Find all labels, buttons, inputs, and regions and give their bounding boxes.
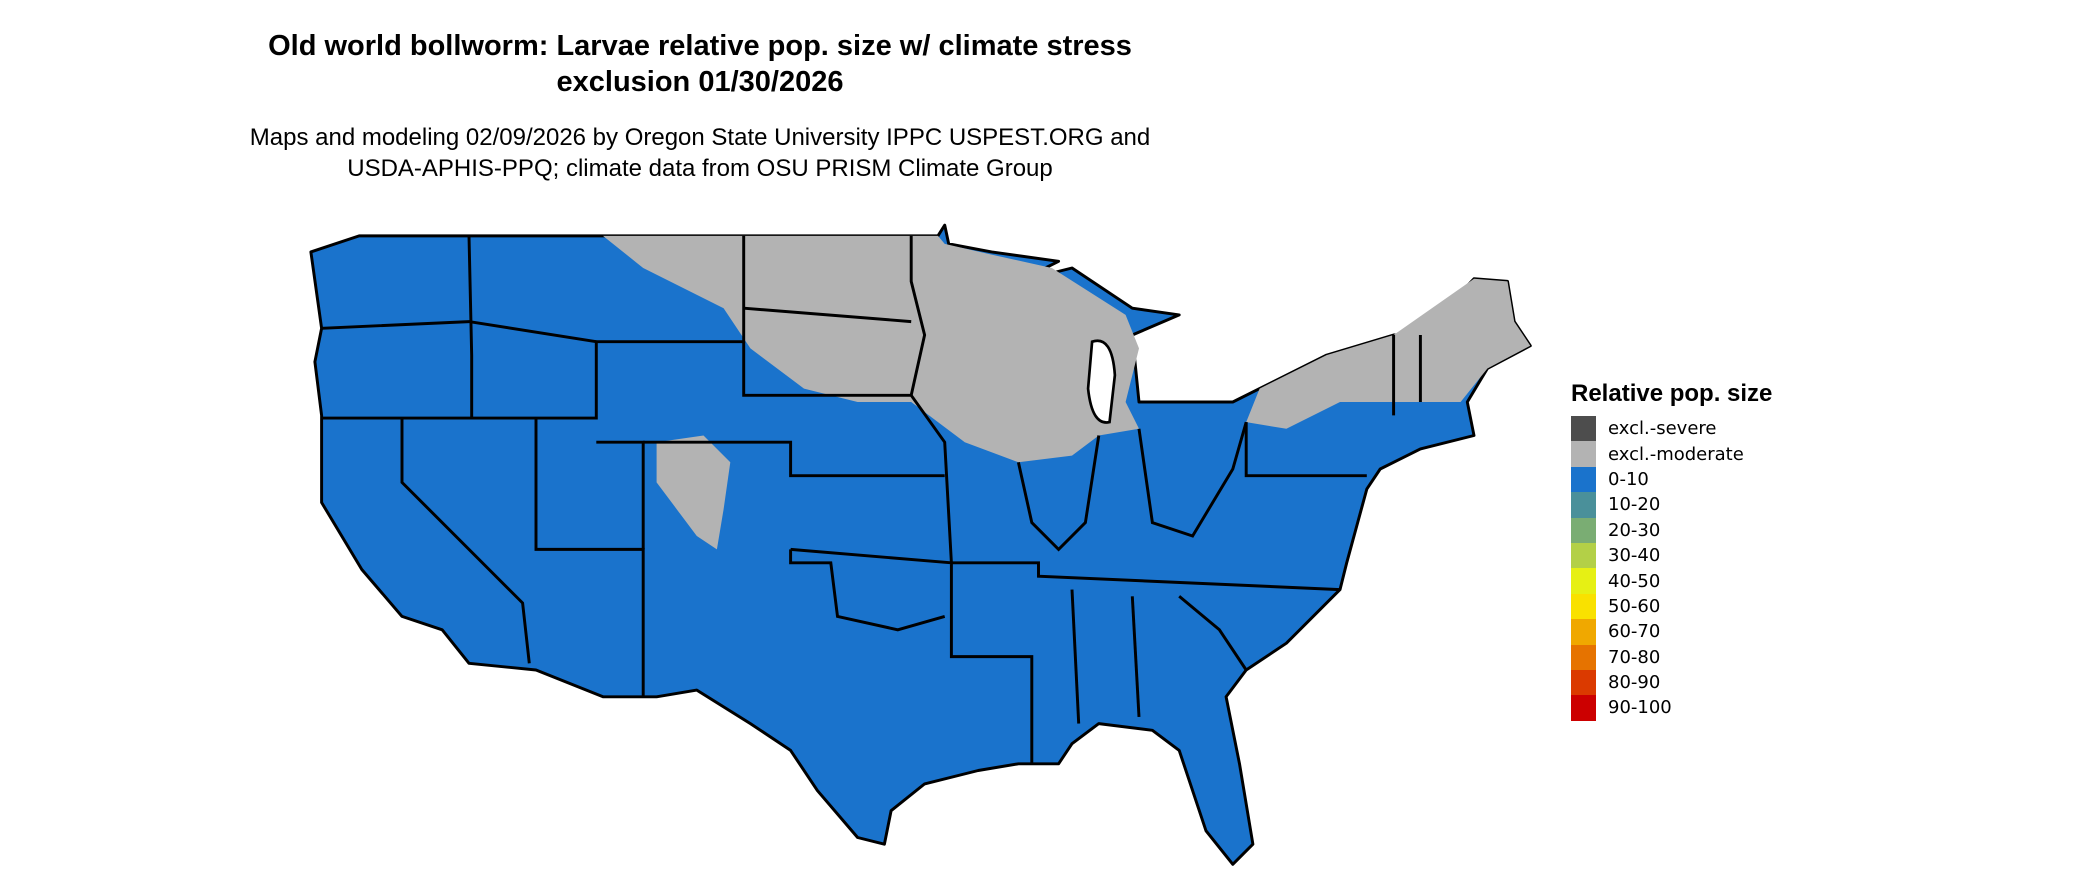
legend-label: 60-70	[1608, 621, 1661, 643]
excl-moderate-northeast	[1246, 278, 1531, 429]
legend: Relative pop. size excl.-severe excl.-mod…	[1571, 380, 1772, 721]
map-subtitle: Maps and modeling 02/09/2026 by Oregon S…	[0, 122, 1400, 184]
legend-label: 70-80	[1608, 646, 1661, 668]
legend-swatch	[1571, 542, 1596, 569]
legend-swatch	[1571, 416, 1596, 442]
legend-label: excl.-severe	[1608, 418, 1717, 440]
legend-item: excl.-severe	[1571, 416, 1772, 442]
legend-label: 20-30	[1608, 519, 1661, 541]
excl-moderate-north-central	[603, 235, 1139, 463]
legend-label: 0-10	[1608, 468, 1649, 490]
legend-item: 70-80	[1571, 644, 1772, 670]
map-title: Old world bollworm: Larvae relative pop.…	[0, 28, 1400, 100]
legend-swatch	[1571, 593, 1596, 620]
legend-label: 90-100	[1608, 697, 1672, 719]
legend-item: 20-30	[1571, 517, 1772, 543]
subtitle-line-1: Maps and modeling 02/09/2026 by Oregon S…	[249, 124, 1151, 151]
lake-michigan	[1086, 339, 1117, 424]
excl-moderate-rockies	[656, 435, 731, 550]
legend-item: 10-20	[1571, 492, 1772, 518]
title-line-1: Old world bollworm: Larvae relative pop.…	[268, 30, 1132, 62]
state-borders	[321, 235, 1422, 764]
legend-item: 50-60	[1571, 593, 1772, 620]
title-line-2: exclusion 01/30/2026	[556, 66, 844, 98]
legend-item: excl.-moderate	[1571, 441, 1772, 467]
legend-label: excl.-moderate	[1608, 443, 1744, 465]
legend-swatch	[1571, 517, 1596, 543]
legend-label: 10-20	[1608, 494, 1661, 516]
legend-item: 0-10	[1571, 466, 1772, 493]
legend-item: 90-100	[1571, 695, 1772, 721]
legend-swatch	[1571, 441, 1596, 467]
subtitle-line-2: USDA-APHIS-PPQ; climate data from OSU PR…	[347, 155, 1053, 182]
legend-label: 50-60	[1608, 595, 1661, 617]
legend-title: Relative pop. size	[1571, 380, 1773, 407]
legend-item: 40-50	[1571, 568, 1772, 594]
legend-swatch	[1571, 492, 1596, 518]
legend-label: 80-90	[1608, 672, 1661, 694]
legend-swatch	[1571, 568, 1596, 594]
legend-item: 80-90	[1571, 669, 1772, 696]
legend-swatch	[1571, 644, 1596, 670]
legend-swatch	[1571, 619, 1596, 645]
legend-label: 40-50	[1608, 570, 1661, 592]
legend-swatch	[1571, 466, 1596, 493]
legend-label: 30-40	[1608, 545, 1661, 567]
legend-item: 60-70	[1571, 619, 1772, 645]
us-land-0-10	[309, 223, 1532, 866]
legend-swatch	[1571, 669, 1596, 696]
legend-swatch	[1571, 695, 1596, 721]
legend-item: 30-40	[1571, 542, 1772, 569]
